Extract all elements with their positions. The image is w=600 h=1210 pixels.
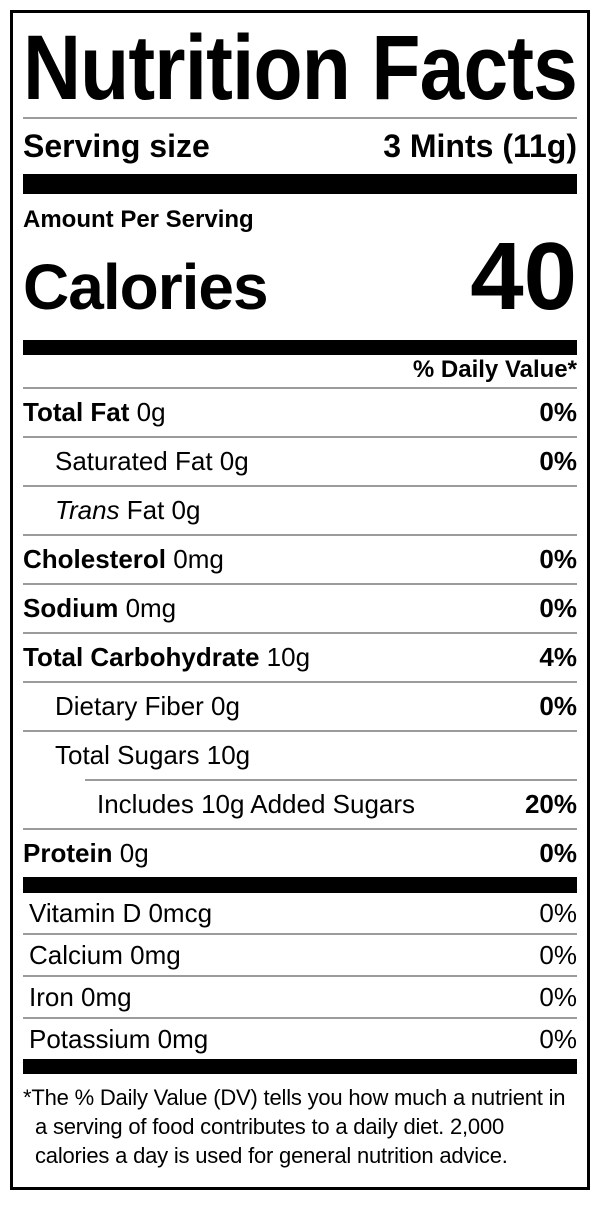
nutrient-row-trans-fat: Trans Fat 0g: [23, 487, 577, 534]
footnote-asterisk: *: [23, 1085, 32, 1110]
nutrient-row-saturated-fat: Saturated Fat 0g 0%: [23, 438, 577, 485]
vitamin-row-potassium: Potassium 0mg 0%: [23, 1019, 577, 1059]
nutrient-row-total-fat: Total Fat 0g 0%: [23, 389, 577, 436]
nutrient-name: Includes 10g Added Sugars: [97, 789, 416, 819]
footnote-text: The % Daily Value (DV) tells you how muc…: [31, 1085, 566, 1168]
vitamin-row-iron: Iron 0mg 0%: [23, 977, 577, 1017]
serving-size-value: 3 Mints (11g): [383, 128, 577, 164]
row-divider: [23, 1017, 577, 1019]
vitamin-name: Calcium 0mg: [29, 940, 181, 970]
vitamin-dv: 0%: [539, 982, 577, 1012]
vitamin-dv: 0%: [539, 940, 577, 970]
calories-label: Calories: [23, 251, 269, 323]
vitamin-name: Potassium 0mg: [29, 1024, 209, 1054]
serving-size-label: Serving size: [23, 128, 210, 164]
vitamin-row-calcium: Calcium 0mg 0%: [23, 935, 577, 975]
daily-value-header: % Daily Value*: [412, 356, 577, 383]
nutrient-row-total-carbohydrate: Total Carbohydrate 10g 4%: [23, 634, 577, 681]
row-divider-indented: [85, 779, 577, 781]
row-divider: [23, 583, 577, 585]
nutrient-name: Total Sugars 10g: [55, 740, 251, 770]
row-divider: [23, 975, 577, 977]
vitamin-row-vitamin-d: Vitamin D 0mcg 0%: [23, 893, 577, 933]
nutrient-name: Cholesterol 0mg: [23, 544, 224, 574]
calories-row: Calories 40: [23, 223, 577, 340]
vitamin-dv: 0%: [539, 898, 577, 928]
vitamin-name: Iron 0mg: [29, 982, 132, 1012]
vitamin-dv: 0%: [539, 1024, 577, 1054]
thick-bar-footnote: [23, 1059, 577, 1074]
row-divider: [23, 933, 577, 935]
serving-size-row: Serving size 3 Mints (11g): [23, 119, 577, 174]
nutrient-row-dietary-fiber: Dietary Fiber 0g 0%: [23, 683, 577, 730]
label-title: Nutrition Facts: [23, 29, 577, 117]
row-divider: [23, 681, 577, 683]
nutrient-dv: 0%: [539, 593, 577, 623]
nutrient-name: Protein 0g: [23, 838, 149, 868]
nutrient-name: Trans Fat 0g: [55, 495, 201, 525]
nutrient-row-sodium: Sodium 0mg 0%: [23, 585, 577, 632]
nutrient-name: Dietary Fiber 0g: [55, 691, 240, 721]
nutrient-dv: 4%: [539, 642, 577, 672]
thick-bar-top: [23, 174, 577, 194]
thick-bar-vitamins: [23, 877, 577, 893]
nutrient-name: Total Fat 0g: [23, 397, 166, 427]
nutrient-dv: 0%: [539, 446, 577, 476]
vitamin-name: Vitamin D 0mcg: [29, 898, 213, 928]
nutrient-row-cholesterol: Cholesterol 0mg 0%: [23, 536, 577, 583]
nutrient-name: Sodium 0mg: [23, 593, 177, 623]
nutrient-dv: 20%: [524, 789, 577, 819]
nutrient-row-total-sugars: Total Sugars 10g: [23, 732, 577, 779]
row-divider: [23, 828, 577, 830]
nutrient-dv: 0%: [539, 397, 577, 427]
nutrient-row-protein: Protein 0g 0%: [23, 830, 577, 877]
row-divider: [23, 436, 577, 438]
nutrient-dv: 0%: [539, 544, 577, 574]
nutrition-facts-label: Nutrition Facts Serving size 3 Mints (11…: [10, 10, 590, 1190]
amount-per-serving-label: Amount Per Serving: [23, 206, 254, 233]
calories-value: 40: [470, 223, 577, 330]
title-divider: [23, 117, 577, 119]
nutrient-dv: 0%: [539, 691, 577, 721]
label-title-wrap: Nutrition Facts: [23, 13, 577, 117]
row-divider: [23, 730, 577, 732]
nutrient-name: Total Carbohydrate 10g: [23, 642, 311, 672]
row-divider: [23, 485, 577, 487]
label-title-graphic: Nutrition Facts: [23, 29, 577, 117]
footnote: *The % Daily Value (DV) tells you how mu…: [23, 1074, 577, 1170]
row-divider: [23, 534, 577, 536]
nutrient-dv: 0%: [539, 838, 577, 868]
thick-bar-calories: [23, 340, 577, 355]
row-divider: [23, 387, 577, 389]
nutrient-row-added-sugars: Includes 10g Added Sugars 20%: [23, 781, 577, 828]
row-divider: [23, 632, 577, 634]
nutrient-name: Saturated Fat 0g: [55, 446, 249, 476]
